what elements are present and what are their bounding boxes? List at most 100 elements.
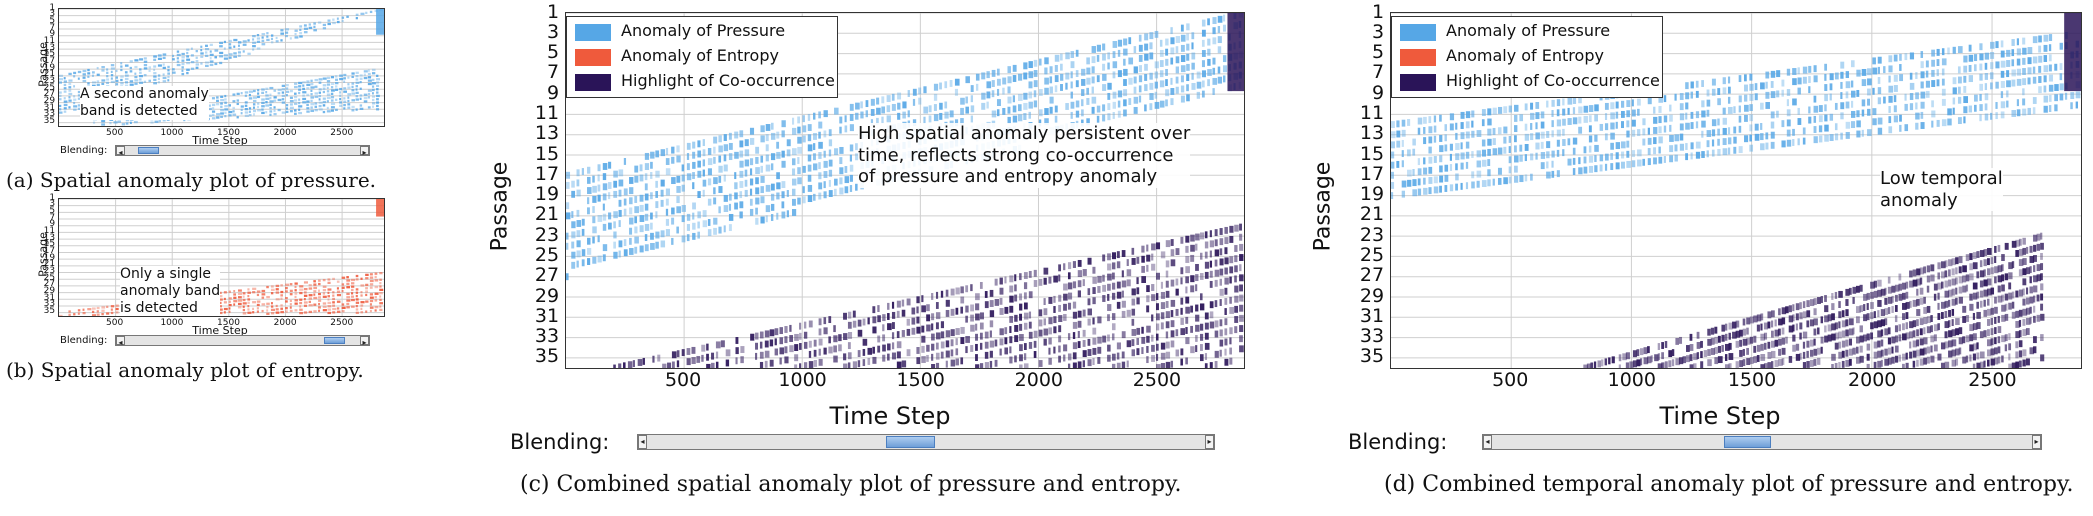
band-cell-pressure	[587, 247, 592, 255]
band-cell-cooccurrence	[1795, 323, 1798, 331]
band-cell-pressure	[195, 66, 199, 69]
blending-slider-b[interactable]: ◂ ▸	[115, 335, 370, 347]
band-cell-entropy	[256, 307, 259, 310]
band-cell-cooccurrence	[1632, 360, 1638, 368]
band-cell-pressure	[1433, 156, 1437, 163]
band-cell-pressure	[2043, 75, 2047, 83]
band-cell-pressure	[713, 136, 718, 144]
band-cell-pressure	[1217, 15, 1223, 23]
band-cell-pressure	[363, 73, 366, 76]
band-cell-cooccurrence	[1643, 347, 1648, 355]
band-cell-pressure	[248, 97, 253, 100]
band-cell-pressure	[1487, 148, 1491, 156]
band-cell-entropy	[303, 311, 308, 314]
blending-slider-c[interactable]: ◂ ▸	[637, 434, 1215, 450]
band-cell-cooccurrence	[1987, 339, 1992, 347]
band-cell-pressure	[671, 146, 675, 154]
band-cell-cooccurrence	[2029, 266, 2032, 274]
band-cell-cooccurrence	[1023, 272, 1028, 279]
band-cell-pressure	[347, 93, 352, 96]
band-cell-pressure	[223, 47, 226, 50]
band-cell-pressure	[618, 250, 621, 258]
slider-right-arrow-icon[interactable]: ▸	[360, 336, 369, 347]
band-cell-pressure	[347, 96, 350, 99]
band-cell-pressure	[1679, 103, 1684, 111]
band-cell-cooccurrence	[1077, 310, 1082, 318]
band-cell-pressure	[1002, 107, 1006, 115]
band-cell-pressure	[2027, 77, 2031, 85]
band-cell-entropy	[303, 294, 308, 297]
slider-thumb[interactable]	[323, 337, 346, 344]
band-cell-cooccurrence	[1880, 309, 1886, 317]
band-cell-pressure	[68, 99, 72, 102]
band-cell-pressure	[2059, 63, 2063, 70]
slider-right-arrow-icon[interactable]: ▸	[360, 146, 369, 157]
band-cell-cooccurrence	[906, 318, 910, 326]
band-cell-pressure	[623, 239, 627, 247]
band-cell-pressure	[602, 244, 608, 252]
band-cell-entropy	[360, 294, 363, 297]
slider-thumb[interactable]	[1723, 436, 1771, 448]
band-cell-pressure	[289, 100, 294, 103]
band-cell-pressure	[2022, 108, 2027, 116]
band-cell-pressure	[2006, 80, 2011, 88]
band-cell-pressure	[1594, 144, 1599, 152]
band-cell-cooccurrence	[1902, 282, 1907, 290]
band-cell-pressure	[765, 144, 769, 152]
blending-slider-d[interactable]: ◂ ▸	[1482, 434, 2042, 450]
slider-left-arrow-icon[interactable]: ◂	[1483, 435, 1492, 449]
band-cell-pressure	[1872, 67, 1878, 75]
band-cell-pressure	[996, 68, 1000, 76]
slider-thumb[interactable]	[137, 147, 160, 154]
band-cell-cooccurrence	[1700, 340, 1703, 348]
band-cell-pressure	[330, 89, 335, 92]
band-cell-cooccurrence	[1608, 357, 1611, 365]
slider-left-arrow-icon[interactable]: ◂	[116, 146, 125, 157]
band-cell-pressure	[355, 85, 359, 88]
band-cell-entropy	[341, 286, 345, 289]
band-cell-cooccurrence	[2018, 330, 2022, 338]
band-cell-cooccurrence	[921, 356, 926, 363]
slider-right-arrow-icon[interactable]: ▸	[2032, 435, 2041, 449]
band-cell-pressure	[1834, 133, 1839, 141]
band-cell-pressure	[681, 235, 686, 243]
band-cell-pressure	[1401, 139, 1404, 147]
slider-right-arrow-icon[interactable]: ▸	[1205, 435, 1214, 449]
slider-left-arrow-icon[interactable]: ◂	[116, 336, 125, 347]
band-cell-pressure	[676, 196, 680, 204]
slider-left-arrow-icon[interactable]: ◂	[638, 435, 647, 449]
band-cell-pressure	[306, 93, 310, 97]
band-cell-cooccurrence	[984, 351, 989, 359]
band-cell-pressure	[1497, 167, 1502, 175]
band-cell-cooccurrence	[1170, 320, 1175, 328]
band-cell-cooccurrence	[1141, 347, 1144, 354]
band-cell-pressure	[1391, 131, 1396, 139]
band-cell-entropy	[77, 312, 80, 315]
band-cell-pressure	[986, 91, 991, 99]
band-cell-pressure	[1813, 95, 1817, 103]
band-cell-pressure	[257, 95, 260, 99]
band-cell-pressure	[1149, 72, 1153, 80]
band-cell-pressure	[1952, 107, 1955, 115]
blending-slider-a[interactable]: ◂ ▸	[115, 145, 370, 157]
band-cell-cooccurrence	[1958, 337, 1963, 345]
band-cell-pressure	[1460, 111, 1465, 119]
band-cell-cooccurrence	[2033, 244, 2037, 252]
band-cell-pressure	[261, 88, 265, 91]
band-cell-cooccurrence	[1126, 259, 1129, 267]
y-tick-label: 3	[49, 9, 56, 20]
slider-thumb[interactable]	[886, 436, 936, 448]
band-cell-cooccurrence	[1912, 340, 1917, 348]
band-cell-cooccurrence	[1940, 261, 1946, 269]
band-cell-cooccurrence	[1937, 323, 1940, 331]
band-cell-pressure	[273, 106, 276, 109]
band-cell-cooccurrence	[1038, 309, 1043, 317]
band-cell-pressure	[1540, 131, 1545, 139]
band-cell-pressure	[2011, 69, 2016, 77]
band-cell-pressure	[1711, 78, 1716, 86]
band-cell-pressure	[363, 93, 368, 96]
band-cell-pressure	[209, 63, 214, 67]
band-cell-pressure	[1487, 169, 1491, 177]
band-cell-cooccurrence	[1214, 229, 1218, 237]
band-cell-pressure	[781, 130, 785, 138]
